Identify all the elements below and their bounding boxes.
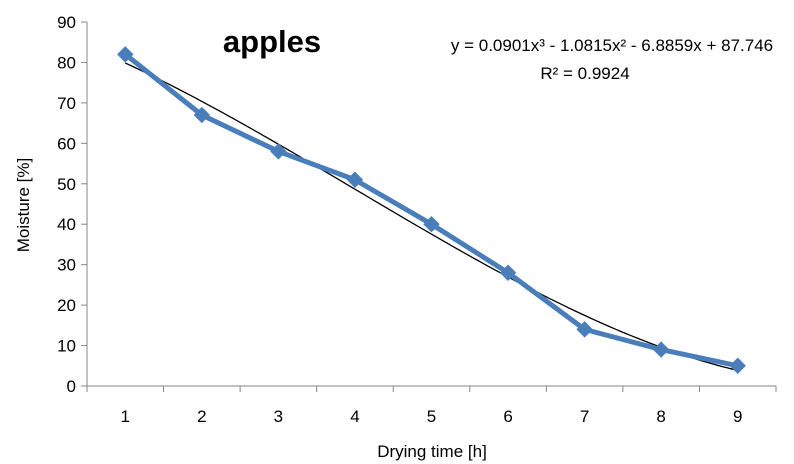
data-point-marker xyxy=(499,264,517,281)
y-tick-label: 50 xyxy=(57,175,76,194)
tick-labels: 0 10 20 30 40 50 60 70 80 90 1 2 3 4 5 6 7 8 9 xyxy=(57,13,742,426)
y-tick-label: 0 xyxy=(67,377,76,396)
axes xyxy=(81,21,777,392)
data-point-marker xyxy=(346,171,364,188)
trendline-r-squared: R² = 0.9924 xyxy=(540,64,629,83)
data-point-marker xyxy=(652,341,670,358)
y-tick-label: 70 xyxy=(57,94,76,113)
series-group xyxy=(117,46,746,374)
y-tick-label: 80 xyxy=(57,53,76,72)
data-point-marker xyxy=(270,143,287,160)
data-point-marker xyxy=(576,321,593,338)
y-tick-label: 10 xyxy=(57,337,76,356)
x-tick-label: 4 xyxy=(350,407,359,426)
chart-title: apples xyxy=(223,24,321,59)
data-point-marker xyxy=(423,216,440,233)
x-tick-label: 3 xyxy=(274,407,283,426)
trendline-group xyxy=(125,62,738,372)
data-point-marker xyxy=(729,357,746,374)
x-tick-label: 2 xyxy=(197,407,206,426)
x-tick-label: 5 xyxy=(427,407,436,426)
x-tick-label: 9 xyxy=(733,407,742,426)
y-axis-label: Moisture [%] xyxy=(14,158,33,252)
y-tick-label: 90 xyxy=(57,13,76,32)
trendline-equation: y = 0.0901x³ - 1.0815x² - 6.8859x + 87.7… xyxy=(451,36,773,55)
x-tick-label: 7 xyxy=(580,407,589,426)
y-tick-label: 30 xyxy=(57,256,76,275)
data-point-marker xyxy=(117,46,134,63)
series-line xyxy=(122,51,741,369)
x-tick-label: 6 xyxy=(503,407,512,426)
y-tick-label: 40 xyxy=(57,215,76,234)
x-axis-label: Drying time [h] xyxy=(377,442,487,461)
y-tick-label: 60 xyxy=(57,134,76,153)
x-tick-label: 1 xyxy=(121,407,130,426)
trendline xyxy=(125,62,738,372)
x-tick-label: 8 xyxy=(656,407,665,426)
y-tick-label: 20 xyxy=(57,296,76,315)
data-point-marker xyxy=(193,106,211,124)
